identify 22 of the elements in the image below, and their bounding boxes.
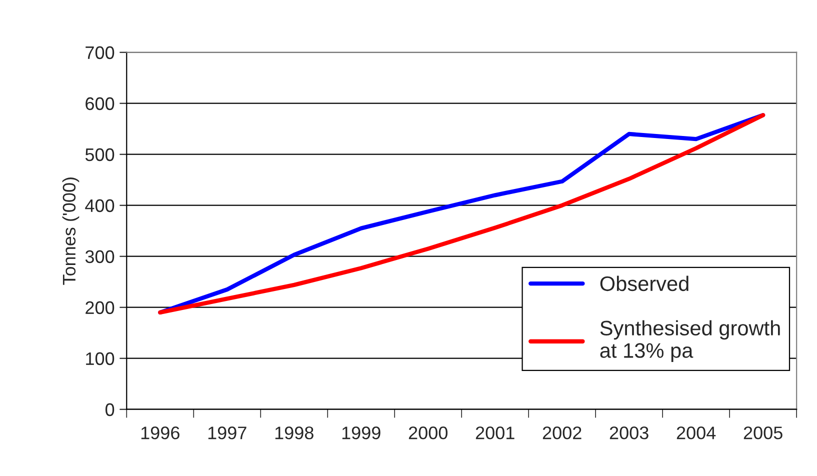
y-tick-label: 0 — [105, 403, 114, 416]
x-tick-label: 2000 — [408, 426, 448, 440]
x-tick-label: 2001 — [476, 426, 514, 440]
x-tick-label: 1996 — [141, 426, 180, 440]
x-tick-label: 1998 — [275, 426, 314, 440]
x-tick-label: 2003 — [610, 426, 648, 440]
y-tick-label: 500 — [85, 148, 114, 162]
y-tick-label: 600 — [86, 97, 114, 110]
x-tick-label: 2004 — [676, 426, 716, 440]
legend-label: Observed — [600, 276, 688, 292]
y-tick-label: 300 — [85, 250, 114, 264]
y-tick-label: 700 — [86, 46, 114, 60]
legend-label: Synthesised growth at 13% pa — [600, 320, 780, 362]
y-tick-label: 200 — [86, 301, 114, 314]
line-series — [158, 113, 766, 315]
x-tick-label: 2002 — [542, 426, 582, 440]
y-axis-title: Tonnes ('000) — [62, 178, 80, 285]
x-tick-label: 1999 — [342, 426, 380, 440]
y-tick-label: 100 — [86, 352, 114, 366]
y-tick-label: 400 — [85, 199, 114, 212]
x-tick-label: 1997 — [208, 426, 246, 440]
x-tick-label: 2005 — [744, 426, 782, 440]
